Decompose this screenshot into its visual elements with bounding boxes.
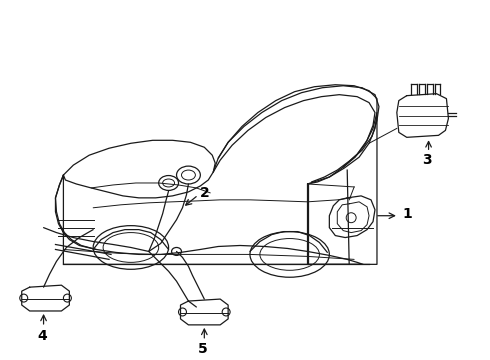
Text: 1: 1 xyxy=(403,207,413,221)
Text: 5: 5 xyxy=(198,342,208,356)
Text: 2: 2 xyxy=(200,186,210,200)
Text: 3: 3 xyxy=(422,153,432,167)
Text: 4: 4 xyxy=(38,329,48,343)
